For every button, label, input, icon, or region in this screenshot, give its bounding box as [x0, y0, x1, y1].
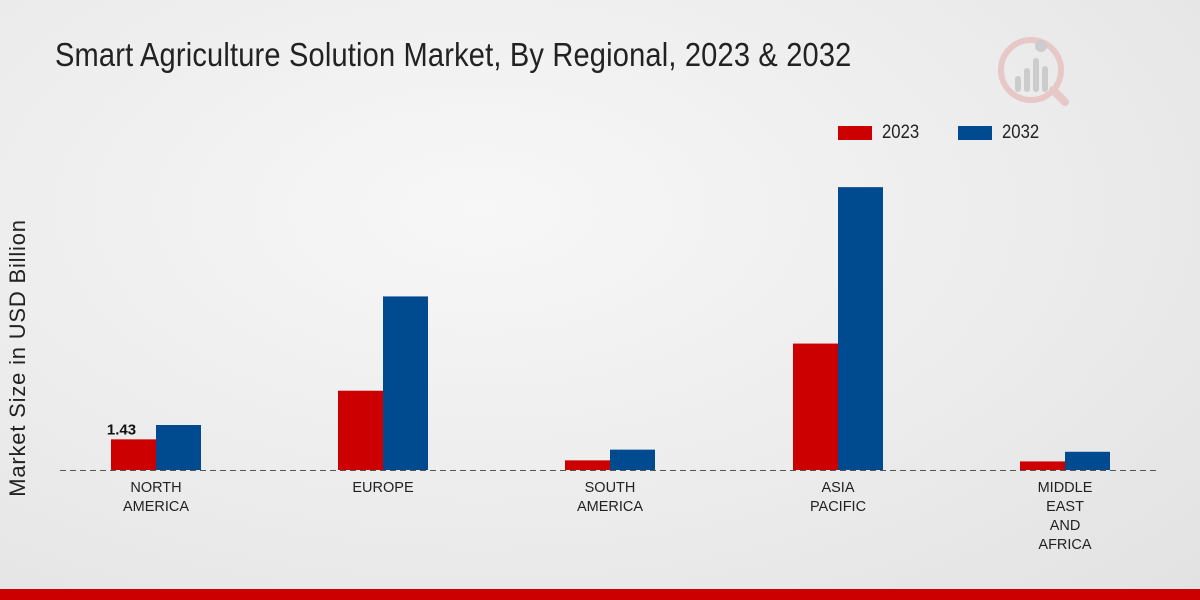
legend-swatch-2023 [838, 126, 872, 140]
bar-2032-0 [156, 425, 201, 470]
x-tick-label: ASIA PACIFIC [810, 480, 866, 515]
legend-label-2023: 2023 [882, 122, 920, 143]
bar-2023-2 [565, 460, 610, 470]
x-tick-label: EUROPE [352, 480, 414, 496]
market-research-logo-icon [998, 37, 1069, 106]
bar-2032-4 [1065, 451, 1110, 470]
bar-2023-1 [338, 390, 383, 470]
bar-2032-2 [610, 449, 655, 470]
data-label: 1.43 [107, 421, 136, 438]
chart-title: Smart Agriculture Solution Market, By Re… [55, 36, 852, 73]
bar-2023-3 [793, 343, 838, 470]
bar-2023-4 [1020, 461, 1065, 470]
footer-accent-bar [0, 589, 1200, 600]
bar-2032-3 [838, 187, 883, 470]
legend-swatch-2032 [958, 126, 992, 140]
legend-label-2032: 2032 [1002, 122, 1040, 143]
x-tick-label: MIDDLE EAST AND AFRICA [1038, 480, 1093, 553]
bar-2032-1 [383, 296, 428, 470]
bar-2023-0 [111, 439, 156, 470]
x-tick-label: SOUTH AMERICA [577, 480, 643, 515]
x-tick-label: NORTH AMERICA [123, 480, 189, 515]
